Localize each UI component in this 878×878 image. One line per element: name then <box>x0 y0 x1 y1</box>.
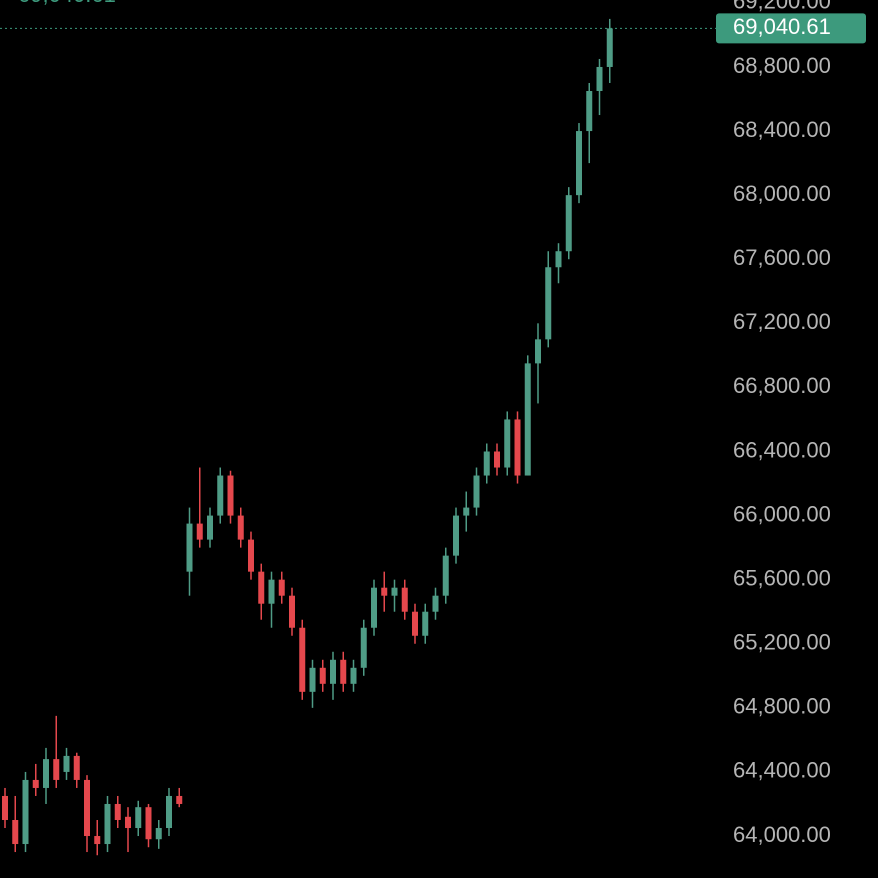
candle-body <box>360 627 367 668</box>
y-tick-label: 64,800.00 <box>733 694 831 719</box>
last-price-label: 69,040.61 <box>733 14 831 39</box>
candle-body <box>596 66 603 92</box>
candle-body <box>186 523 193 572</box>
candle-body <box>248 539 254 572</box>
candle-body <box>401 587 408 612</box>
candle-body <box>73 755 80 780</box>
candle-body <box>453 515 459 556</box>
candle-body <box>432 595 439 612</box>
last-price-box <box>716 13 866 44</box>
y-tick-label: 65,600.00 <box>733 565 831 590</box>
candle-body <box>514 419 521 476</box>
candle-body <box>268 579 275 604</box>
candle-body <box>84 779 90 837</box>
y-tick-label: 66,800.00 <box>733 373 831 398</box>
candle-body <box>2 795 8 821</box>
candle-body <box>135 807 142 829</box>
y-tick-label: 68,000.00 <box>733 181 831 206</box>
candle-body <box>207 515 213 540</box>
candle-body <box>299 627 306 692</box>
candle-body <box>586 91 593 132</box>
candle-body <box>340 659 347 684</box>
candle-body <box>32 779 39 788</box>
candle-body <box>535 339 541 364</box>
candle-body <box>258 571 265 604</box>
candle-body <box>63 755 70 772</box>
y-tick-label: 69,200.00 <box>733 0 831 14</box>
candle-body <box>278 579 285 596</box>
y-tick-label: 68,400.00 <box>733 117 831 142</box>
candle-body <box>155 828 162 840</box>
y-tick-label: 66,000.00 <box>733 501 831 526</box>
candle-body <box>545 267 552 340</box>
candle-body <box>524 363 531 476</box>
candle-body <box>483 451 490 476</box>
candle-body <box>309 667 316 692</box>
candle-body <box>391 587 398 596</box>
candle-body <box>217 475 224 516</box>
y-tick-label: 67,600.00 <box>733 245 831 270</box>
y-tick-label: 67,200.00 <box>733 309 831 334</box>
candle-body <box>319 667 326 684</box>
candle-body <box>114 803 121 821</box>
y-tick-label: 64,000.00 <box>733 822 831 847</box>
candle-body <box>22 779 29 845</box>
candle-body <box>196 523 203 540</box>
candle-body <box>94 836 101 845</box>
candle-body <box>473 475 480 508</box>
candle-body <box>494 451 500 468</box>
candle-body <box>504 419 511 468</box>
cropped-price-label: 69,040.61 <box>18 0 116 7</box>
candle-body <box>381 587 388 596</box>
y-tick-label: 66,400.00 <box>733 437 831 462</box>
candle-body <box>145 807 152 840</box>
candle-body <box>227 475 234 516</box>
candle-body <box>104 803 111 845</box>
candle-body <box>412 611 418 636</box>
candle-body <box>565 195 572 252</box>
candle-body <box>53 759 60 780</box>
candle-body <box>555 251 562 268</box>
candle-body <box>463 507 470 516</box>
y-tick-label: 64,400.00 <box>733 758 831 783</box>
candle-body <box>125 816 131 829</box>
candle-body <box>576 131 582 196</box>
candle-body <box>43 759 49 788</box>
candle-body <box>176 795 183 804</box>
candle-body <box>371 587 377 628</box>
candle-body <box>442 555 449 596</box>
y-tick-label: 65,200.00 <box>733 630 831 655</box>
candle-body <box>330 659 336 684</box>
candle-body <box>12 820 19 845</box>
candle-body <box>237 515 244 540</box>
candle-body <box>289 595 295 628</box>
candle-body <box>606 28 613 67</box>
candle-body <box>166 795 172 829</box>
y-tick-label: 68,800.00 <box>733 53 831 78</box>
candle-body <box>422 611 429 636</box>
candle-body <box>350 667 357 684</box>
